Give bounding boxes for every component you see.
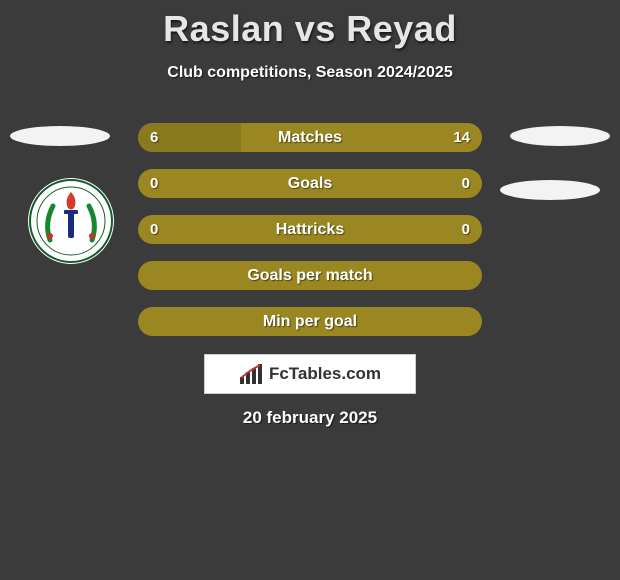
stat-rows: 6 Matches 14 0 Goals 0 0 Hattricks 0 Goa… — [138, 123, 482, 336]
club-badge-svg — [28, 178, 114, 264]
row-goals: 0 Goals 0 — [138, 169, 482, 198]
team-right-ellipse-1 — [510, 126, 610, 146]
row-matches-label: Matches — [278, 129, 342, 147]
row-gpm-label: Goals per match — [247, 267, 372, 285]
row-hattricks-left: 0 — [150, 221, 158, 238]
row-hattricks: 0 Hattricks 0 — [138, 215, 482, 244]
team-left-ellipse — [10, 126, 110, 146]
subtitle: Club competitions, Season 2024/2025 — [0, 64, 620, 82]
row-gpm: Goals per match — [138, 261, 482, 290]
bars-icon — [239, 363, 263, 385]
team-right-ellipse-2 — [500, 180, 600, 200]
club-badge — [28, 178, 114, 264]
row-mpg-label: Min per goal — [263, 313, 357, 331]
site-badge-text: FcTables.com — [269, 364, 381, 384]
row-matches-left: 6 — [150, 129, 158, 146]
row-hattricks-right: 0 — [462, 221, 470, 238]
row-goals-label: Goals — [288, 175, 332, 193]
row-matches: 6 Matches 14 — [138, 123, 482, 152]
page-title: Raslan vs Reyad — [0, 0, 620, 50]
row-hattricks-label: Hattricks — [276, 221, 344, 239]
date-text: 20 february 2025 — [0, 408, 620, 428]
row-goals-right: 0 — [462, 175, 470, 192]
row-goals-left: 0 — [150, 175, 158, 192]
row-matches-right: 14 — [453, 129, 470, 146]
site-badge[interactable]: FcTables.com — [204, 354, 416, 394]
row-mpg: Min per goal — [138, 307, 482, 336]
